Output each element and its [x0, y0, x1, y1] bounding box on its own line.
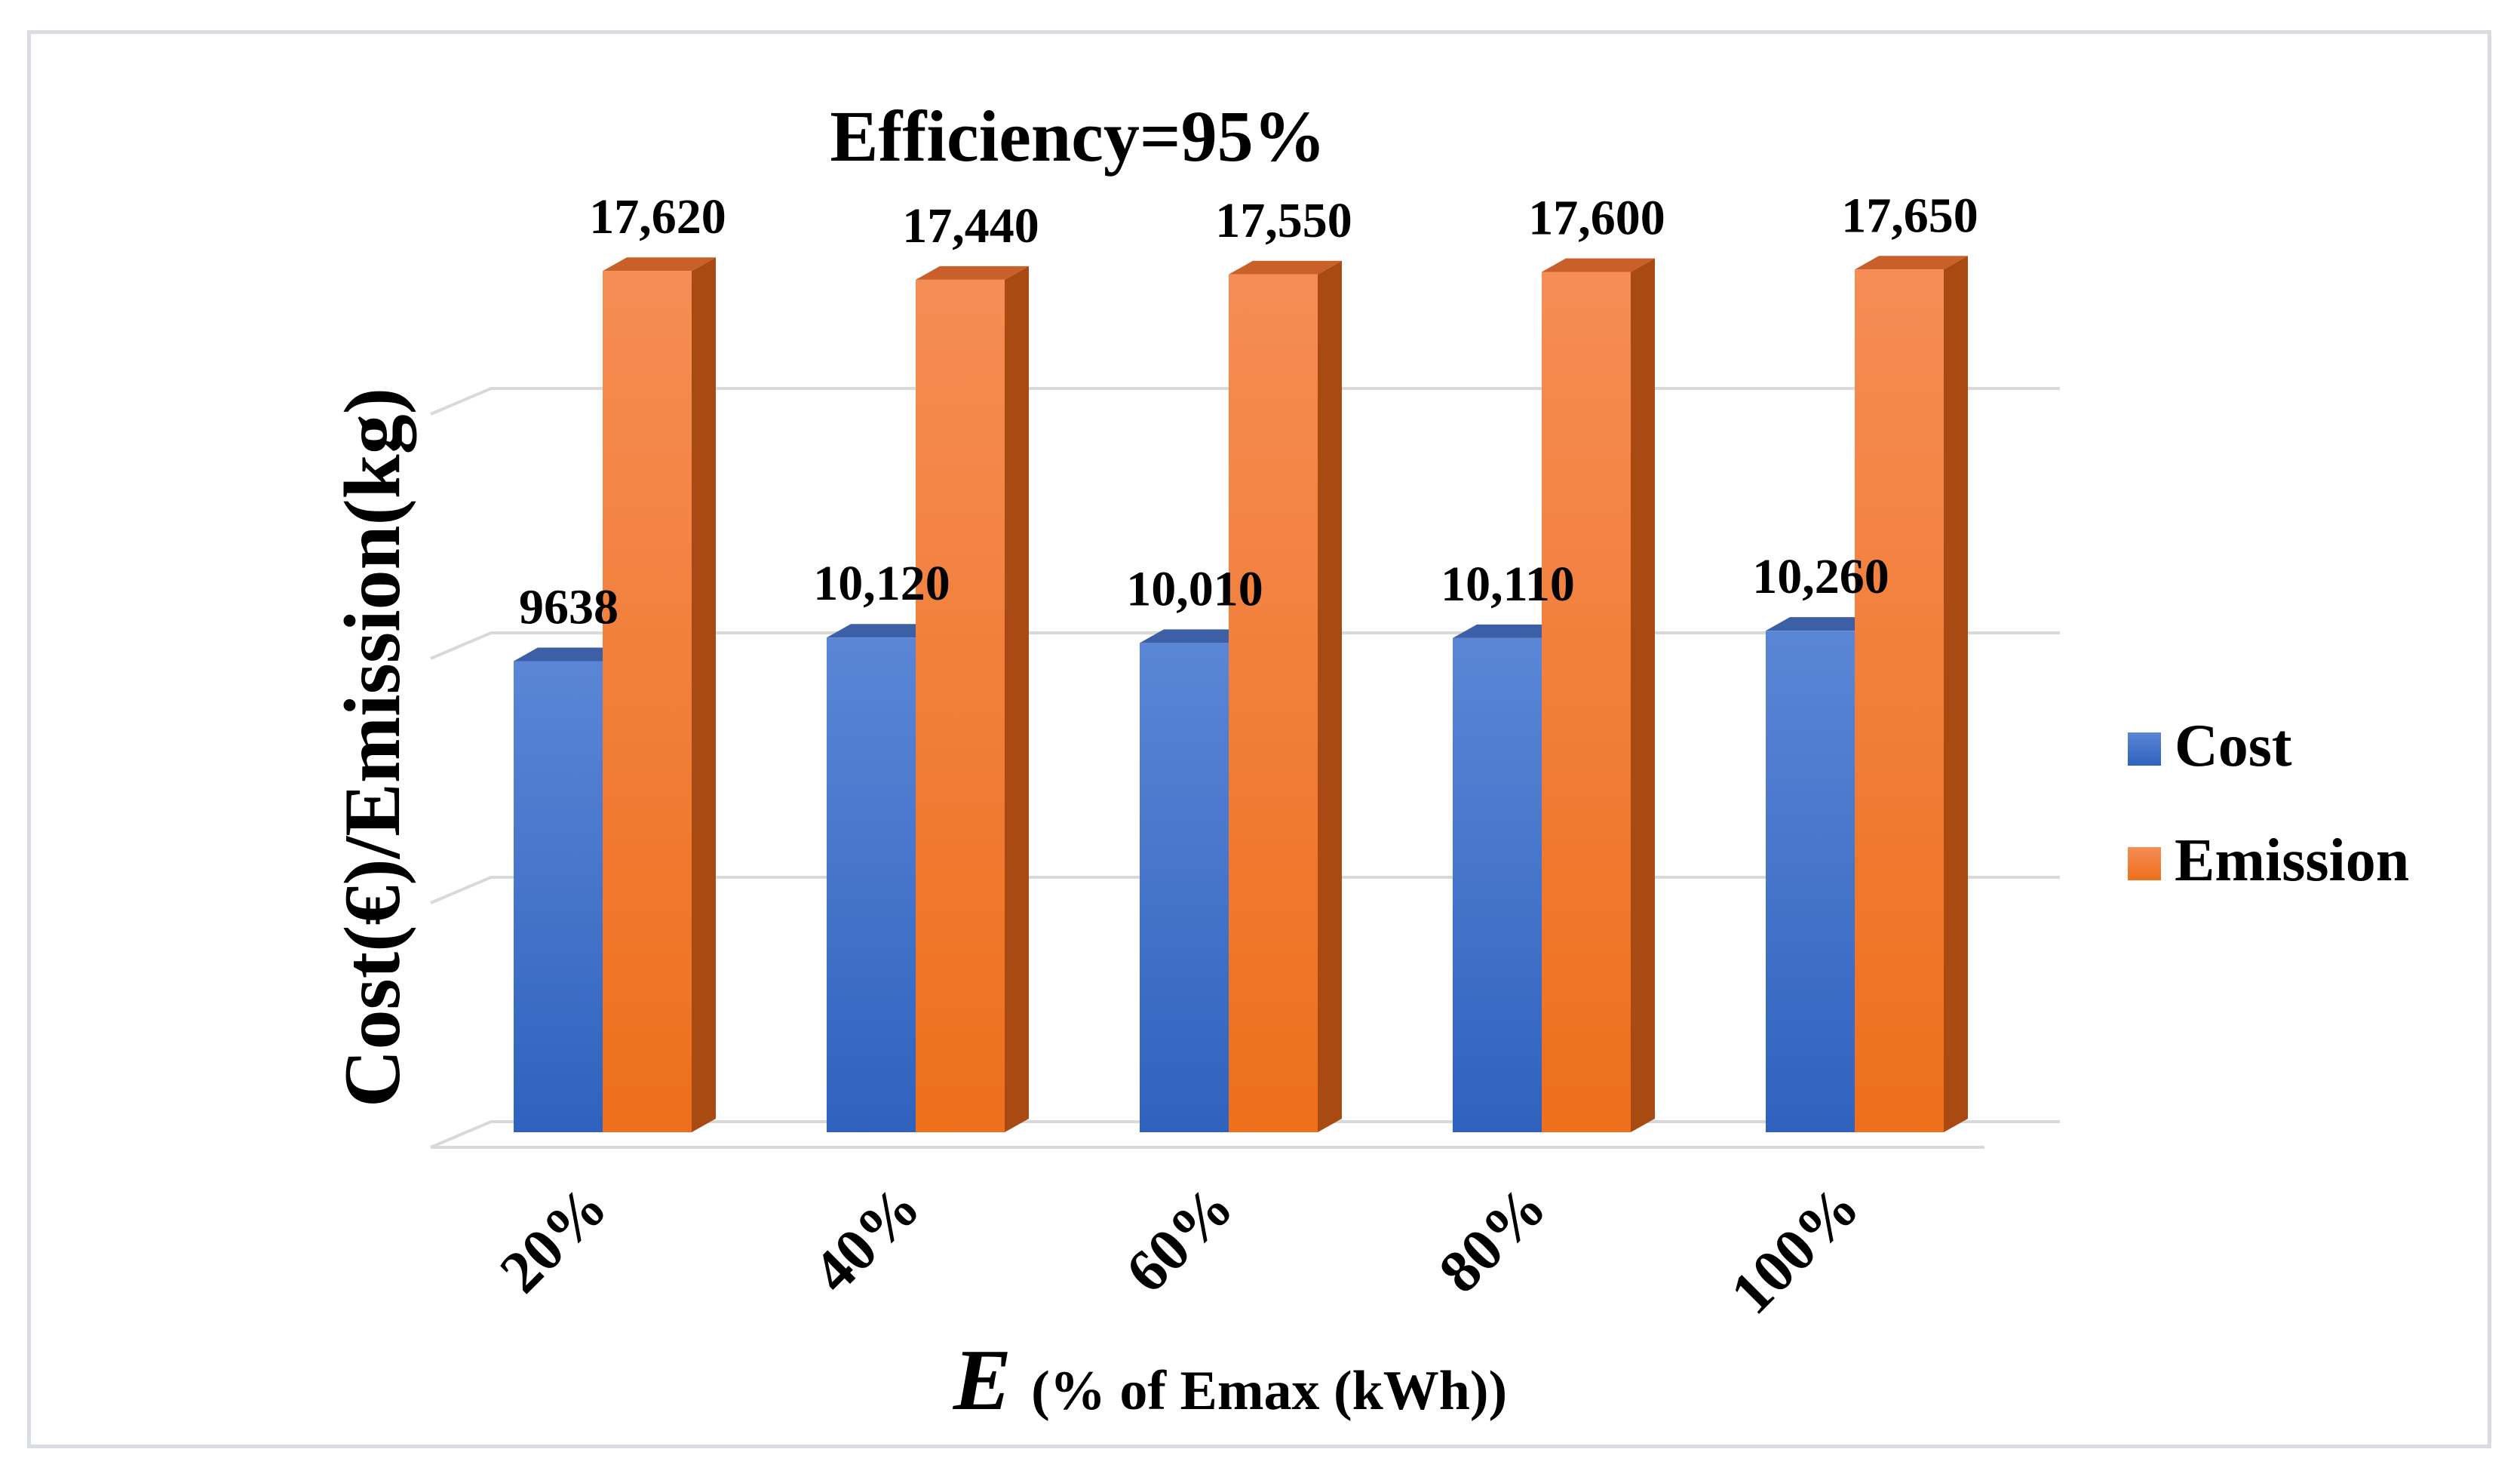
chart-frame: 9638 17,620 10,120 17,440 10,010 17,550 10,110… [27, 30, 2491, 1448]
x-tick-label-2: 60% [1113, 1174, 1245, 1306]
legend-swatch-cost [2128, 732, 2161, 766]
value-label-emission-3: 17,600 [1528, 191, 1665, 246]
bar-emission-front [916, 279, 1005, 1133]
value-label-cost-4: 10,260 [1752, 549, 1889, 604]
bar-emission-2 [1229, 260, 1342, 1132]
bar-emission-top [1855, 256, 1968, 270]
bar-emission-front [1229, 274, 1318, 1132]
x-tick-label-4: 100% [1718, 1174, 1872, 1328]
bar-chart: 9638 17,620 10,120 17,440 10,010 17,550 10,110… [328, 96, 2409, 1429]
bar-emission-1 [916, 266, 1029, 1133]
value-label-emission-0: 17,620 [589, 189, 726, 244]
value-label-cost-0: 9638 [519, 579, 618, 634]
value-labels-group: 9638 17,620 10,120 17,440 10,010 17,550 10,110… [519, 188, 1978, 634]
bar-cost-top [1453, 624, 1566, 638]
bar-emission-side [1631, 258, 1655, 1132]
bar-emission-side [1944, 256, 1968, 1132]
bar-emission-top [1229, 260, 1342, 275]
x-tick-label-3: 80% [1426, 1174, 1558, 1306]
bar-emission-front [603, 271, 692, 1132]
chart-title: Efficiency=95% [830, 96, 1325, 177]
value-label-emission-1: 17,440 [902, 198, 1039, 253]
gridline [430, 387, 2060, 416]
value-label-emission-4: 17,650 [1841, 188, 1978, 243]
bar-emission-top [916, 266, 1029, 280]
legend-swatch-emission [2128, 847, 2161, 880]
bar-cost-top [514, 647, 627, 662]
bar-cost-front [1453, 637, 1542, 1132]
bar-emission-side [692, 257, 716, 1132]
value-label-cost-2: 10,010 [1126, 561, 1263, 616]
bars-group [514, 256, 1968, 1133]
x-tick-labels-group: 20% 40% 60% 80% 100% [487, 1174, 1871, 1328]
legend-label-emission: Emission [2175, 827, 2409, 894]
value-label-cost-1: 10,120 [813, 556, 950, 611]
x-axis-label: E (% of Emax (kWh)) [953, 1332, 1507, 1429]
bar-cost-front [514, 661, 603, 1132]
bar-emission-4 [1855, 256, 1968, 1132]
bar-emission-top [603, 257, 716, 272]
bar-emission-side [1005, 266, 1029, 1133]
bar-emission-top [1542, 258, 1655, 272]
bar-cost-top [827, 624, 940, 638]
bar-emission-3 [1542, 258, 1655, 1132]
value-label-cost-3: 10,110 [1441, 557, 1575, 612]
y-axis-label: Cost(€)/Emission(kg) [328, 388, 416, 1107]
legend: Cost Emission [2128, 713, 2409, 894]
bar-cost-front [1140, 643, 1229, 1132]
bar-cost-top [1140, 629, 1253, 643]
bar-emission-0 [603, 257, 716, 1132]
value-label-emission-2: 17,550 [1215, 193, 1352, 248]
bar-emission-front [1542, 272, 1631, 1132]
x-tick-label-1: 40% [800, 1174, 932, 1306]
legend-label-cost: Cost [2175, 713, 2292, 779]
x-axis-label-italic: E [953, 1332, 1011, 1429]
bar-cost-top [1766, 617, 1879, 631]
x-axis-label-rest: (% of Emax (kWh)) [1031, 1360, 1507, 1422]
bar-emission-front [1855, 269, 1944, 1132]
bar-cost-front [827, 637, 916, 1132]
x-tick-label-0: 20% [487, 1174, 619, 1306]
bar-cost-front [1766, 631, 1855, 1132]
bar-emission-side [1318, 260, 1342, 1132]
